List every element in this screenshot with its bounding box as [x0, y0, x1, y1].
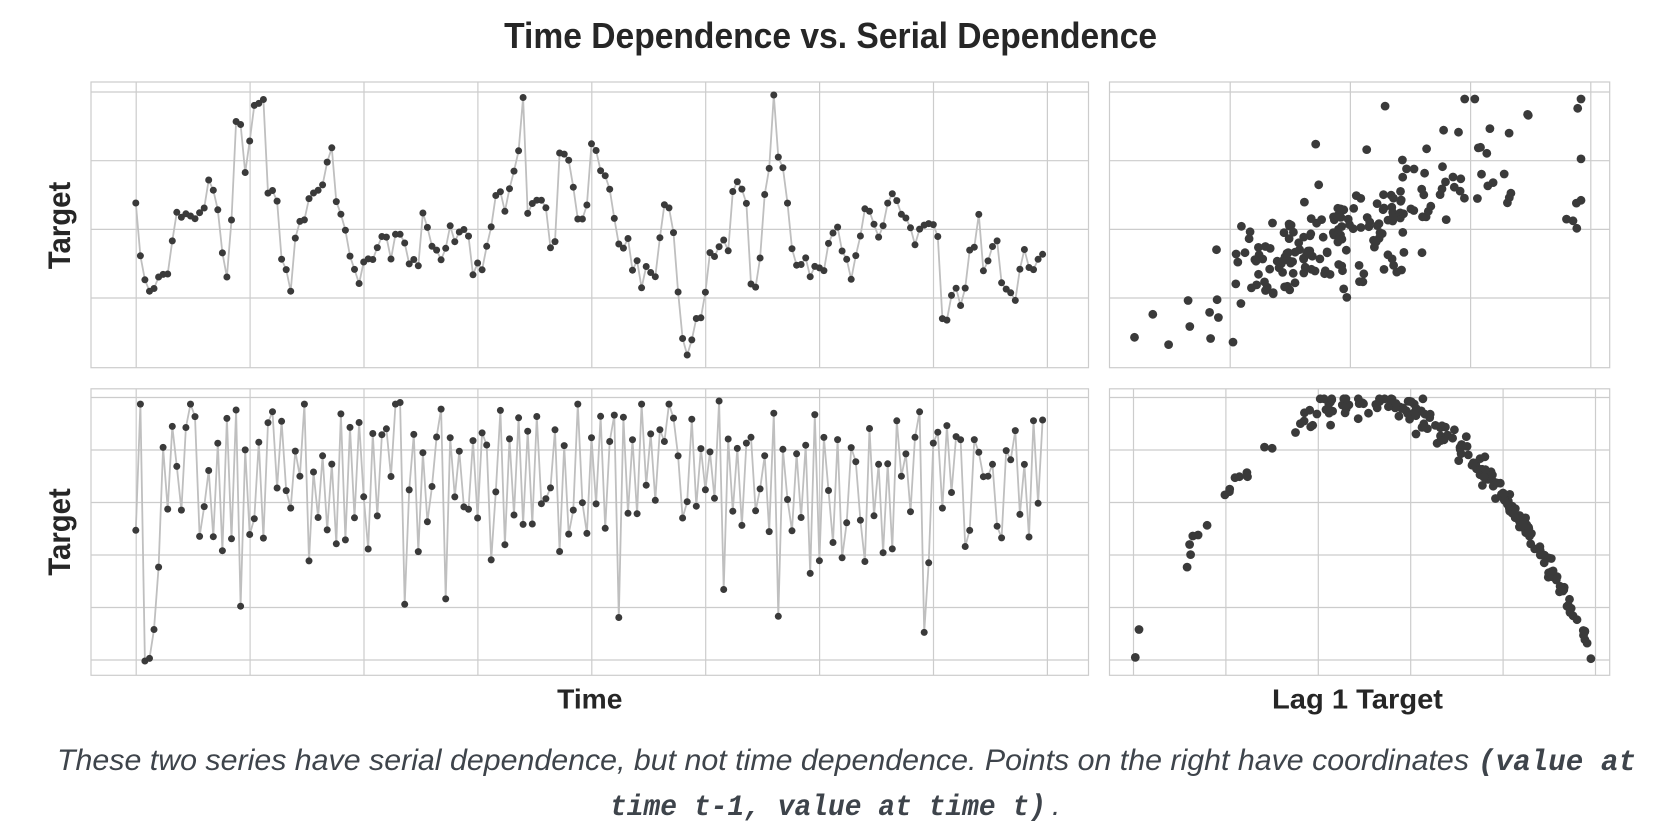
svg-text:Target: Target	[41, 488, 77, 576]
svg-text:.: .	[1052, 789, 1060, 822]
svg-text:Time: Time	[557, 684, 622, 715]
svg-text:(value at: (value at	[1478, 745, 1636, 779]
svg-text:Lag 1 Target: Lag 1 Target	[1272, 684, 1443, 715]
svg-text:Time Dependence vs. Serial Dep: Time Dependence vs. Serial Dependence	[504, 15, 1157, 56]
svg-text:These two series have serial d: These two series have serial dependence,…	[57, 744, 1469, 777]
svg-text:time t-1, value at time t): time t-1, value at time t)	[610, 790, 1046, 824]
svg-text:Target: Target	[41, 181, 77, 269]
